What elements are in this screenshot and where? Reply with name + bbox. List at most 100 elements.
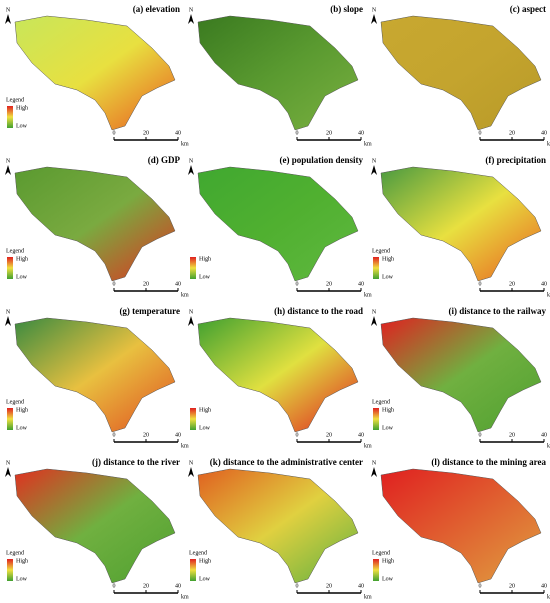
panel-title: (f) precipitation: [485, 155, 546, 165]
legend-low: Low: [199, 576, 211, 582]
scale-label: 40: [358, 432, 364, 438]
north-arrow: [371, 165, 377, 175]
scale-label: 20: [509, 432, 515, 438]
scale-label: 40: [175, 583, 181, 589]
region: [14, 468, 176, 584]
legend-bar: [7, 106, 13, 128]
panel-title: (j) distance to the river: [92, 457, 180, 467]
scale-label: 20: [143, 130, 149, 136]
north-label: N: [372, 309, 377, 315]
scale-label: 0: [479, 281, 482, 287]
north-arrow: [5, 14, 11, 24]
scale-unit: km: [181, 443, 189, 449]
scale-label: 40: [175, 432, 181, 438]
scale-label: 0: [479, 583, 482, 589]
legend-low: Low: [382, 576, 394, 582]
scale-label: 40: [175, 281, 181, 287]
legend-title: Legend: [372, 550, 390, 556]
map-panel: (j) distance to the river N Legend High Low 0…: [5, 457, 189, 600]
panel-title: (i) distance to the railway: [449, 306, 547, 316]
scale-label: 0: [113, 281, 116, 287]
region: [197, 468, 359, 584]
legend-high: High: [199, 407, 211, 413]
legend-high: High: [382, 256, 394, 262]
legend-high: High: [382, 407, 394, 413]
legend-high: High: [16, 407, 28, 413]
region: [380, 317, 542, 433]
legend-bar: [7, 408, 13, 430]
north-arrow: [5, 467, 11, 477]
region: [197, 15, 359, 131]
north-arrow: [188, 165, 194, 175]
scale-label: 40: [541, 281, 547, 287]
north-label: N: [372, 460, 377, 466]
north-arrow: [5, 316, 11, 326]
scale-label: 40: [175, 130, 181, 136]
region: [380, 15, 542, 131]
scale-unit: km: [181, 141, 189, 147]
scale-label: 0: [296, 281, 299, 287]
scale-label: 0: [113, 130, 116, 136]
scale-label: 0: [479, 432, 482, 438]
region: [14, 166, 176, 282]
scale-unit: km: [364, 141, 372, 147]
legend-title: Legend: [6, 248, 24, 254]
scale-label: 40: [358, 130, 364, 136]
panel-title: (d) GDP: [148, 155, 181, 165]
scale-label: 40: [541, 583, 547, 589]
legend-high: High: [199, 256, 211, 262]
region: [197, 317, 359, 433]
scale-label: 40: [358, 281, 364, 287]
region: [197, 166, 359, 282]
legend-bar: [190, 257, 196, 279]
legend-bar: [7, 559, 13, 581]
panel-title: (g) temperature: [119, 306, 180, 316]
north-label: N: [372, 7, 377, 13]
scale-unit: km: [547, 443, 550, 449]
scale-label: 0: [113, 432, 116, 438]
legend-title: Legend: [6, 550, 24, 556]
scale-label: 20: [326, 130, 332, 136]
scale-label: 0: [479, 130, 482, 136]
scale-label: 20: [509, 281, 515, 287]
scale-unit: km: [364, 292, 372, 298]
region: [14, 15, 176, 131]
legend-low: Low: [382, 425, 394, 431]
legend-low: Low: [16, 123, 28, 129]
legend-low: Low: [199, 425, 211, 431]
region: [380, 166, 542, 282]
panel-title: (a) elevation: [133, 4, 180, 14]
legend-title: Legend: [372, 399, 390, 405]
panel-title: (b) slope: [330, 4, 363, 14]
scale-label: 20: [326, 583, 332, 589]
north-label: N: [189, 7, 194, 13]
scale-unit: km: [364, 443, 372, 449]
scale-unit: km: [547, 594, 550, 600]
panel-title: (l) distance to the mining area: [431, 457, 546, 467]
north-arrow: [188, 467, 194, 477]
legend-low: Low: [382, 274, 394, 280]
legend-high: High: [16, 256, 28, 262]
legend-title: Legend: [189, 550, 207, 556]
legend-low: Low: [16, 274, 28, 280]
scale-unit: km: [181, 292, 189, 298]
scale-label: 20: [143, 432, 149, 438]
north-label: N: [189, 309, 194, 315]
scale-unit: km: [547, 292, 550, 298]
panel-title: (h) distance to the road: [274, 306, 363, 316]
north-label: N: [372, 158, 377, 164]
map-panel: (i) distance to the railway N Legend High Lo…: [371, 306, 550, 449]
north-label: N: [189, 158, 194, 164]
legend-high: High: [16, 105, 28, 111]
scale-label: 20: [509, 130, 515, 136]
scale-label: 0: [296, 432, 299, 438]
legend-high: High: [199, 558, 211, 564]
scale-label: 20: [143, 583, 149, 589]
north-label: N: [6, 7, 11, 13]
legend-bar: [373, 257, 379, 279]
legend-high: High: [382, 558, 394, 564]
